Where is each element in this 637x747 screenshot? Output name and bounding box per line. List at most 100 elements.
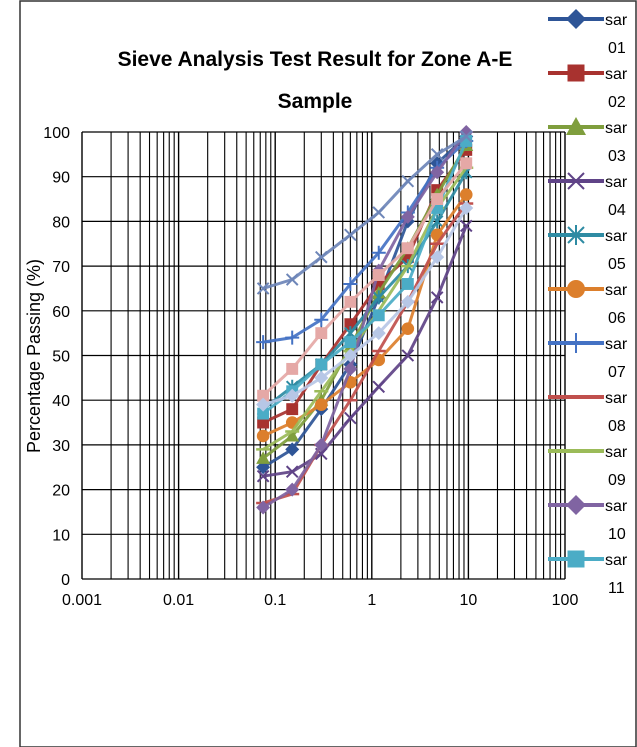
y-axis-label: Percentage Passing (%) — [24, 259, 44, 453]
data-point — [285, 388, 300, 403]
series-7 — [256, 133, 474, 350]
data-point — [256, 451, 271, 464]
legend-label: sar — [605, 12, 628, 29]
data-point — [401, 349, 415, 362]
y-tick-label: 30 — [52, 438, 70, 455]
legend-label: sar — [605, 282, 628, 299]
series-line — [262, 139, 468, 344]
legend-label-number: 03 — [608, 148, 626, 165]
data-point — [257, 389, 270, 402]
y-tick-label: 60 — [52, 304, 70, 321]
series-4 — [256, 219, 473, 483]
legend-label: sar — [605, 174, 628, 191]
data-point — [285, 442, 300, 457]
data-point — [430, 165, 445, 180]
data-point — [459, 188, 473, 201]
x-tick-label: 1 — [367, 592, 376, 609]
data-point — [460, 157, 473, 170]
data-point — [285, 273, 299, 286]
data-point — [314, 312, 329, 327]
legend-item: sar 02 — [548, 64, 628, 111]
legend-marker — [566, 495, 586, 515]
data-point — [372, 269, 385, 281]
data-point — [285, 482, 300, 497]
data-point — [430, 291, 444, 304]
legend-label: sar — [605, 66, 628, 83]
gridlines — [81, 131, 566, 580]
data-point — [344, 228, 357, 242]
y-tick-label: 10 — [52, 527, 70, 544]
legend-item: sar 11 — [548, 550, 628, 597]
data-point — [343, 276, 358, 291]
data-point — [371, 326, 386, 341]
legend-item: sar 01 — [548, 9, 628, 57]
x-tick-label: 100 — [552, 592, 579, 609]
series-line — [262, 225, 468, 478]
data-point — [459, 219, 473, 233]
x-tick-label: 0.01 — [163, 592, 194, 609]
legend-item: sar 05 — [548, 225, 628, 273]
series-12 — [256, 130, 473, 295]
data-point — [256, 335, 271, 350]
data-point — [256, 282, 270, 295]
y-tick-label: 40 — [52, 393, 70, 410]
legend-item: sar 03 — [548, 117, 628, 165]
data-point — [430, 250, 445, 265]
data-point — [372, 278, 385, 290]
legend-label-number: 02 — [608, 94, 626, 111]
legend-label-number: 06 — [608, 310, 626, 327]
legend-label: sar — [605, 498, 628, 515]
legend-label: sar — [605, 336, 628, 353]
legend-marker — [567, 64, 585, 82]
legend-label-number: 01 — [608, 40, 626, 57]
data-point — [371, 245, 386, 260]
data-point — [460, 134, 473, 147]
chart-title-line1: Sieve Analysis Test Result for Zone A-E — [118, 48, 513, 71]
data-point — [401, 242, 414, 255]
legend-label-number: 04 — [608, 202, 626, 219]
legend: sar 01 sar 02 sar 03 sar 04 sar 05 sar 06 sar 07 sar 08… — [548, 9, 628, 597]
data-point — [344, 295, 357, 308]
legend-label-number: 07 — [608, 364, 626, 381]
data-point — [401, 322, 415, 335]
data-point — [343, 348, 358, 363]
data-point — [343, 361, 358, 376]
data-point — [285, 330, 300, 345]
x-tick-label: 0.001 — [62, 592, 102, 609]
data-point — [344, 318, 357, 331]
data-point — [256, 429, 270, 443]
legend-item: sar 07 — [548, 333, 628, 381]
data-point — [372, 206, 386, 219]
legend-item: sar 08 — [548, 390, 628, 435]
data-point — [372, 309, 385, 322]
data-point — [401, 278, 414, 290]
data-point — [430, 148, 444, 161]
series-line — [262, 202, 468, 505]
y-tick-label: 80 — [52, 214, 70, 231]
data-point — [286, 403, 299, 416]
series-13 — [257, 157, 473, 402]
data-point — [459, 200, 474, 215]
legend-marker — [567, 280, 585, 298]
legend-label-number: 08 — [608, 418, 626, 435]
y-tick-label: 50 — [52, 349, 70, 366]
legend-label: sar — [605, 120, 628, 137]
data-point — [256, 469, 270, 483]
legend-marker — [567, 550, 585, 568]
legend-marker — [567, 172, 585, 190]
data-point — [286, 362, 299, 375]
legend-label-number: 05 — [608, 256, 626, 273]
y-tick-label: 0 — [61, 572, 70, 589]
data-point — [314, 250, 328, 264]
data-point — [314, 398, 328, 411]
series-layer — [256, 125, 474, 515]
legend-item: sar 09 — [548, 444, 628, 489]
legend-item: sar 06 — [548, 280, 628, 327]
data-point — [344, 411, 357, 425]
series-line — [262, 162, 468, 397]
data-point — [315, 358, 328, 371]
y-tick-label: 70 — [52, 259, 70, 276]
data-point — [344, 336, 357, 349]
x-tick-label: 10 — [460, 592, 478, 609]
